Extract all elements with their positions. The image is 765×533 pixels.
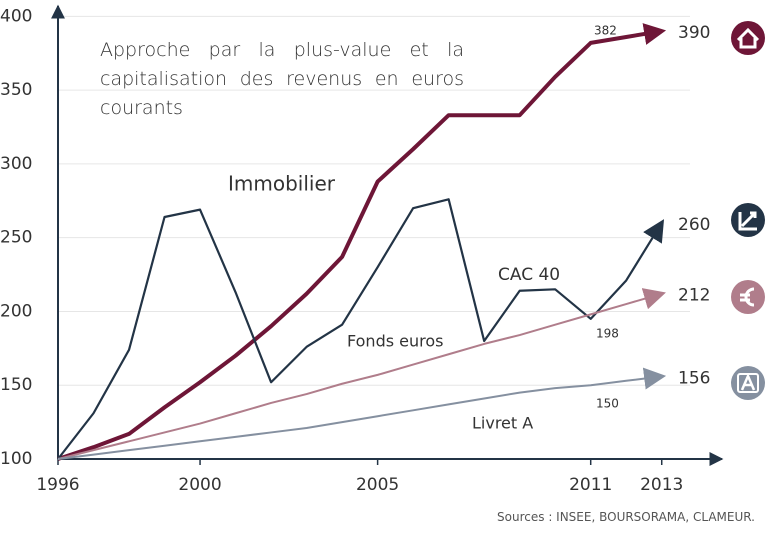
- icon-a: [740, 372, 756, 391]
- x-tick-label: 2000: [178, 475, 221, 495]
- end-value-label: 260: [678, 215, 710, 235]
- end-value-label: 390: [678, 23, 710, 43]
- series-label: Fonds euros: [347, 332, 443, 351]
- icon-immobilier: [731, 21, 765, 55]
- series-line: [57, 23, 667, 461]
- series-line: [57, 198, 665, 460]
- icon-livret: [731, 366, 765, 400]
- x-tick-label: 2011: [569, 475, 612, 495]
- series-line: [57, 367, 667, 460]
- y-tick-label: 150: [0, 375, 32, 395]
- icon-house: [736, 27, 760, 49]
- end-value-label: 212: [678, 286, 710, 306]
- y-tick-label: 200: [0, 301, 32, 321]
- x-tick-label: 1996: [36, 475, 79, 495]
- y-tick-label: 350: [0, 80, 32, 100]
- icon-euro: [740, 287, 755, 307]
- series-line: [57, 288, 666, 460]
- value-label: 198: [596, 327, 619, 341]
- icon-trend: [738, 211, 757, 231]
- x-tick-label: 2013: [640, 475, 683, 495]
- y-tick-label: 300: [0, 154, 32, 174]
- series-label: Immobilier: [228, 172, 336, 196]
- source: Sources : INSEE, BOURSORAMA, CLAMEUR.: [497, 510, 755, 524]
- end-value-label: 156: [678, 368, 710, 388]
- value-label: 382: [594, 24, 617, 38]
- y-tick-label: 250: [0, 228, 32, 248]
- description: Approche par la plus-value et la capital…: [100, 39, 464, 119]
- series-label: CAC 40: [498, 265, 560, 285]
- x-tick-label: 2005: [356, 475, 399, 495]
- y-tick-label: 100: [0, 449, 32, 469]
- icon-fonds: [731, 280, 765, 314]
- icons: [731, 21, 765, 400]
- value-label: 150: [596, 397, 619, 411]
- series-label: Livret A: [472, 414, 533, 433]
- y-tick-label: 400: [0, 6, 32, 26]
